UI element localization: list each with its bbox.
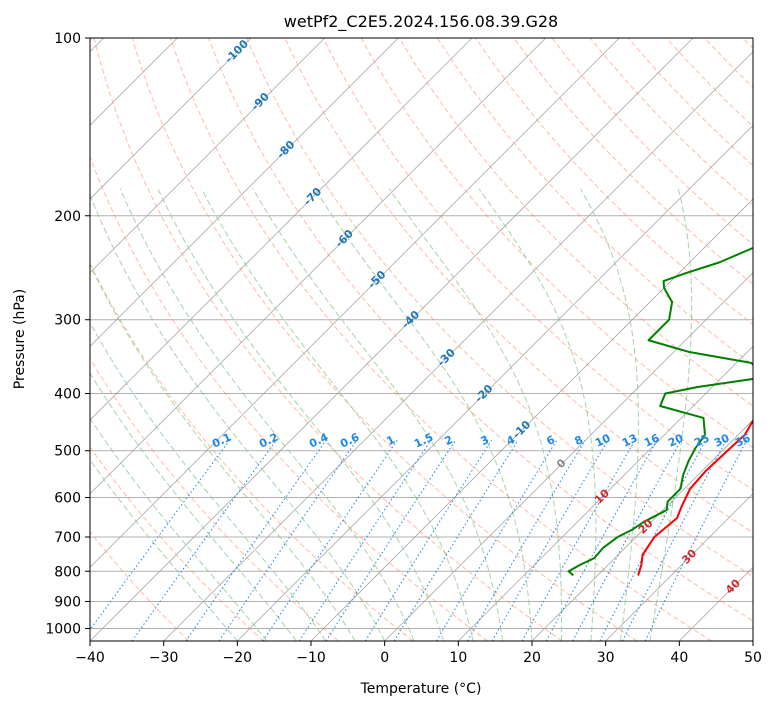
moist-adiabat <box>90 321 327 641</box>
mixing-ratio-line <box>298 439 432 641</box>
x-tick-label: −10 <box>296 650 326 666</box>
isotherm-line <box>384 272 753 641</box>
x-tick-label: 20 <box>523 650 541 666</box>
mixing-ratio-label: 36 <box>733 431 753 449</box>
x-tick-label: 50 <box>744 650 762 666</box>
y-tick-label: 600 <box>54 490 81 506</box>
isotherm-line <box>90 38 546 495</box>
mixing-ratio-line <box>435 439 558 641</box>
x-tick-label: −30 <box>149 650 179 666</box>
dry-adiabat <box>169 38 712 641</box>
x-tick-label: 30 <box>597 650 615 666</box>
dry-adiabat <box>322 38 753 491</box>
moist-adiabat <box>388 188 563 641</box>
isotherm-line <box>90 38 399 347</box>
mixing-ratio-line <box>90 439 231 631</box>
dry-adiabat <box>90 446 264 641</box>
y-axis-label: Pressure (hPa) <box>12 289 28 389</box>
dry-adiabat <box>131 38 638 641</box>
dry-adiabat <box>437 38 753 366</box>
mixing-ratio-line <box>262 439 398 641</box>
moist-adiabat <box>252 188 504 641</box>
mixing-ratio-label: 20 <box>666 431 686 449</box>
y-tick-label: 100 <box>54 31 81 47</box>
mixing-ratio-label: 25 <box>692 431 711 449</box>
mixing-ratio-line <box>393 439 519 641</box>
mixing-ratio-line <box>364 439 493 641</box>
mixing-ratio-line <box>491 439 609 641</box>
plot-frame <box>89 37 754 642</box>
isotherm-line <box>531 419 753 641</box>
mixing-ratio-line <box>644 440 748 641</box>
moist-adiabat <box>90 372 297 641</box>
mixing-ratio-label: 30 <box>712 431 732 449</box>
moist-adiabat <box>649 188 693 641</box>
y-tick-label: 800 <box>54 564 81 580</box>
mixing-ratio-label: 10 <box>593 431 613 449</box>
y-tick-label: 500 <box>54 444 81 460</box>
dry-adiabat <box>90 155 488 641</box>
temperature-profile-line <box>637 418 753 576</box>
y-tick-label: 1000 <box>45 621 81 637</box>
y-tick-label: 900 <box>54 594 81 610</box>
dry-adiabat <box>90 531 190 641</box>
isotherm-line <box>90 38 694 641</box>
moist-adiabat <box>580 188 639 641</box>
moist-adiabat <box>314 188 533 641</box>
isotherm-line <box>237 124 753 641</box>
isotherm-line <box>90 38 473 421</box>
y-tick-label: 200 <box>54 209 81 225</box>
isotherm-line <box>605 493 753 641</box>
isotherm-line <box>90 38 620 568</box>
mixing-ratio-line <box>325 439 456 641</box>
isotherm-line <box>458 345 753 641</box>
y-tick-label: 300 <box>54 313 81 329</box>
mixing-ratio-label: 16 <box>642 431 662 449</box>
mixing-ratio-line <box>521 439 636 641</box>
dry-adiabat <box>398 38 753 407</box>
moist-adiabat <box>90 417 268 641</box>
moist-adiabat <box>201 188 474 641</box>
dewpoint-profile-line <box>567 246 753 577</box>
mixing-ratio-line <box>621 439 727 641</box>
dry-adiabat <box>90 262 414 641</box>
moist-adiabat <box>90 263 356 641</box>
dry-adiabat <box>90 357 339 641</box>
dry-adiabat <box>513 38 753 285</box>
moist-adiabat <box>90 194 386 641</box>
moist-adiabat <box>478 188 597 641</box>
chart-title: wetPf2_C2E5.2024.156.08.39.G28 <box>284 12 558 32</box>
x-tick-label: −40 <box>75 650 105 666</box>
isotherm-line <box>90 38 252 200</box>
mixing-ratio-label: 13 <box>620 431 639 449</box>
mixing-ratio-line <box>218 439 358 641</box>
dry-adiabat <box>208 38 753 622</box>
mixing-ratio-line <box>185 439 327 641</box>
moist-adiabat <box>157 188 445 641</box>
isotherm-line <box>163 51 753 641</box>
x-tick-label: −20 <box>223 650 253 666</box>
x-tick-label: 10 <box>449 650 467 666</box>
y-tick-label: 400 <box>54 387 81 403</box>
dry-adiabat <box>246 38 753 578</box>
y-tick-label: 700 <box>54 530 81 546</box>
dry-adiabat <box>93 38 563 641</box>
x-tick-label: 0 <box>380 650 389 666</box>
isotherm-line <box>90 38 325 274</box>
x-tick-label: 40 <box>670 650 688 666</box>
x-axis-label: Temperature (°C) <box>360 681 482 697</box>
moist-adiabat <box>90 458 238 641</box>
